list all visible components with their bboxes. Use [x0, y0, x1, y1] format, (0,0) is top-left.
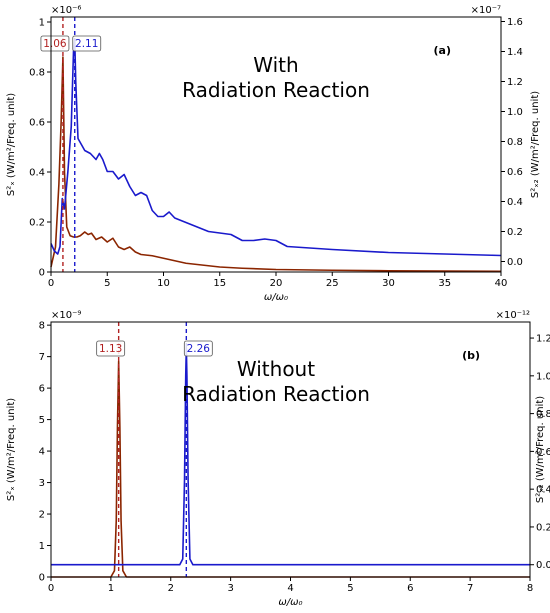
right-y-tick-label: 0.2 — [507, 227, 523, 238]
right-y-tick-label: 1.2 — [507, 77, 523, 88]
chart-panel-a: 1.06 2.11 0 5 10 15 20 25 30 35 40 0 0.2 0.4 0.6 0.8 1 0… — [6, 5, 541, 303]
x-axis-label: ω/ω₀ — [264, 292, 288, 303]
annotation-line-2: Radiation Reaction — [182, 78, 370, 102]
left-y-tick-label: 8 — [39, 321, 45, 332]
left-y-tick-label: 3 — [39, 478, 45, 489]
right-y-tick-label: 1.0 — [507, 107, 523, 118]
annotation-line-1: Without — [237, 357, 315, 381]
right-y-tick-label: 0.6 — [507, 167, 523, 178]
x-tick-label: 5 — [104, 278, 110, 289]
series-line-left — [51, 360, 530, 578]
right-y-tick-label: 0.8 — [507, 137, 523, 148]
annotation-line-2: Radiation Reaction — [182, 382, 370, 406]
peak-marker-label: 1.06 — [43, 38, 67, 50]
right-y-tick-label: 0.0 — [507, 257, 523, 268]
right-y-tick-label: 1.2 — [536, 334, 550, 345]
right-y-tick-label: 1.6 — [507, 17, 523, 28]
x-tick-label: 2 — [168, 583, 174, 594]
right-y-tick-label: 0.6 — [536, 447, 550, 458]
left-y-tick-label: 0 — [39, 573, 45, 584]
x-tick-label: 10 — [157, 278, 170, 289]
right-y-axis-label: S²ₓ₂ (W/m²/Freq. unit) — [535, 396, 546, 503]
peak-marker-label: 1.13 — [99, 343, 122, 355]
x-tick-label: 8 — [527, 583, 533, 594]
series-line-right — [50, 38, 502, 257]
plot-area — [51, 322, 530, 577]
left-axis-multiplier: ×10⁻⁶ — [51, 5, 81, 16]
x-tick-label: 7 — [467, 583, 473, 594]
left-y-tick-label: 5 — [39, 415, 45, 426]
peak-marker-label: 2.26 — [187, 343, 211, 355]
x-tick-label: 0 — [48, 278, 54, 289]
right-y-tick-label: 0.8 — [536, 409, 550, 420]
right-y-tick-label: 0.4 — [507, 197, 523, 208]
x-tick-label: 15 — [213, 278, 226, 289]
right-y-tick-label: 0.2 — [536, 522, 550, 533]
left-y-tick-label: 0.4 — [29, 168, 45, 179]
right-y-tick-label: 0.4 — [536, 485, 550, 496]
left-y-tick-label: 1 — [39, 18, 45, 29]
left-y-tick-label: 0.6 — [29, 118, 45, 129]
peak-marker-label: 2.11 — [75, 38, 98, 50]
plot-area — [51, 17, 501, 272]
right-y-axis-label: S²ₓ₂ (W/m²/Freq. unit) — [530, 91, 541, 198]
peak-marker-box — [96, 340, 126, 357]
x-tick-label: 40 — [495, 278, 508, 289]
x-tick-label: 1 — [108, 583, 114, 594]
x-tick-label: 35 — [438, 278, 451, 289]
left-y-tick-label: 6 — [39, 384, 45, 395]
peak-marker-box — [183, 340, 213, 357]
x-tick-label: 3 — [227, 583, 233, 594]
right-y-tick-label: 0.0 — [536, 560, 550, 571]
x-tick-label: 0 — [48, 583, 54, 594]
left-y-tick-label: 1 — [39, 541, 45, 552]
right-axis-multiplier: ×10⁻⁷ — [471, 5, 501, 16]
x-axis-label: ω/ω₀ — [278, 597, 302, 608]
x-tick-label: 30 — [382, 278, 395, 289]
x-tick-label: 25 — [326, 278, 339, 289]
right-y-tick-label: 1.0 — [536, 371, 550, 382]
annotation-line-1: With — [253, 53, 298, 77]
left-y-tick-label: 0.2 — [29, 218, 45, 229]
left-y-axis-label: S²ₓ (W/m²/Freq. unit) — [6, 93, 17, 196]
left-y-tick-label: 2 — [39, 510, 45, 521]
series-line-left — [50, 56, 502, 273]
x-tick-label: 4 — [287, 583, 293, 594]
chart-panel-b: 1.13 2.26 0 1 2 3 4 5 6 7 8 0 1 2 3 4 5 6 7 8 0.0 0.2 0.4 0.6 0… — [6, 310, 550, 608]
right-axis-multiplier: ×10⁻¹² — [496, 310, 530, 321]
left-y-axis-label: S²ₓ (W/m²/Freq. unit) — [6, 398, 17, 501]
right-y-tick-label: 1.4 — [507, 47, 523, 58]
x-tick-label: 5 — [347, 583, 353, 594]
left-y-tick-label: 0.8 — [29, 68, 45, 79]
x-tick-label: 20 — [270, 278, 283, 289]
x-tick-label: 6 — [407, 583, 413, 594]
left-y-tick-label: 7 — [39, 352, 45, 363]
left-y-tick-label: 0 — [39, 268, 45, 279]
panel-label: (b) — [462, 349, 480, 362]
panel-label: (a) — [434, 44, 451, 57]
left-y-tick-label: 4 — [39, 447, 45, 458]
peak-marker-box — [72, 35, 102, 52]
peak-marker-box — [40, 35, 70, 52]
left-axis-multiplier: ×10⁻⁹ — [51, 310, 81, 321]
